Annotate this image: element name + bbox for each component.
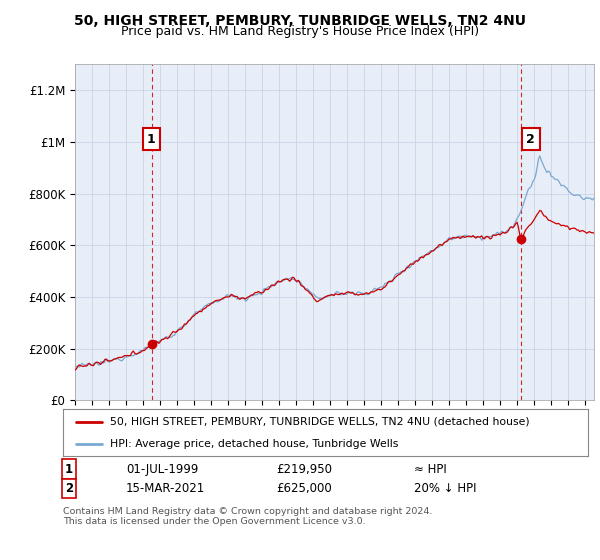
Text: 1: 1 — [147, 133, 156, 146]
Text: 50, HIGH STREET, PEMBURY, TUNBRIDGE WELLS, TN2 4NU: 50, HIGH STREET, PEMBURY, TUNBRIDGE WELL… — [74, 14, 526, 28]
Text: 20% ↓ HPI: 20% ↓ HPI — [414, 482, 476, 495]
Text: 15-MAR-2021: 15-MAR-2021 — [126, 482, 205, 495]
Text: 50, HIGH STREET, PEMBURY, TUNBRIDGE WELLS, TN2 4NU (detached house): 50, HIGH STREET, PEMBURY, TUNBRIDGE WELL… — [110, 417, 530, 427]
Text: £625,000: £625,000 — [276, 482, 332, 495]
Text: ≈ HPI: ≈ HPI — [414, 463, 447, 476]
Text: 01-JUL-1999: 01-JUL-1999 — [126, 463, 199, 476]
Text: 2: 2 — [526, 133, 535, 146]
Text: Contains HM Land Registry data © Crown copyright and database right 2024.
This d: Contains HM Land Registry data © Crown c… — [63, 507, 433, 526]
Text: Price paid vs. HM Land Registry's House Price Index (HPI): Price paid vs. HM Land Registry's House … — [121, 25, 479, 38]
Text: 1: 1 — [65, 463, 73, 476]
Text: HPI: Average price, detached house, Tunbridge Wells: HPI: Average price, detached house, Tunb… — [110, 438, 398, 449]
Text: £219,950: £219,950 — [276, 463, 332, 476]
Text: 2: 2 — [65, 482, 73, 495]
